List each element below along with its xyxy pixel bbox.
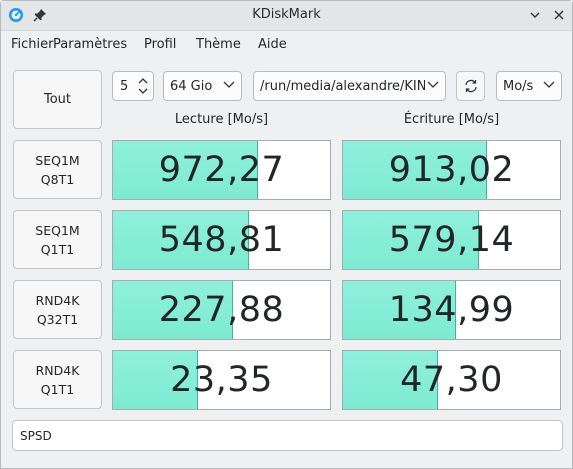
read-progress-fill bbox=[113, 141, 259, 199]
write-result-bar: 579,14 bbox=[342, 210, 561, 270]
size-select[interactable]: 64 Gio bbox=[163, 71, 242, 101]
chevron-down-icon bbox=[543, 81, 555, 88]
read-progress-fill bbox=[113, 351, 198, 409]
test-params: Q8T1 bbox=[40, 171, 75, 187]
write-result-value: 579,14 bbox=[388, 220, 515, 260]
menu-parametres[interactable]: Paramètres bbox=[53, 37, 128, 52]
write-column-header: Écriture [Mo/s] bbox=[403, 112, 500, 127]
menu-bar: Fichier Paramètres Profil Thème Aide bbox=[1, 31, 572, 59]
chevron-down-icon bbox=[223, 81, 235, 88]
target-path-value: /run/media/alexandre/KINGSTON bbox=[260, 79, 425, 94]
test-run-button[interactable]: SEQ1M Q8T1 bbox=[13, 140, 102, 199]
write-result-bar: 47,30 bbox=[342, 350, 561, 410]
run-all-button[interactable]: Tout bbox=[13, 70, 102, 129]
title-bar: KDiskMark bbox=[1, 1, 572, 31]
read-column-header: Lecture [Mo/s] bbox=[174, 112, 269, 127]
read-result-bar: 227,88 bbox=[112, 280, 331, 340]
chevron-down-icon bbox=[427, 81, 439, 88]
write-result-value: 913,02 bbox=[388, 150, 515, 190]
pin-icon[interactable] bbox=[32, 7, 48, 23]
chevron-down-icon[interactable] bbox=[526, 6, 544, 24]
read-result-bar: 972,27 bbox=[112, 140, 331, 200]
test-params: Q1T1 bbox=[40, 381, 75, 397]
read-result-value: 23,35 bbox=[170, 360, 273, 400]
write-result-value: 47,30 bbox=[400, 360, 503, 400]
write-progress-fill bbox=[343, 281, 456, 339]
menu-profil[interactable]: Profil bbox=[144, 37, 177, 52]
runs-spinbox[interactable]: 5 bbox=[112, 71, 154, 101]
write-progress-fill bbox=[343, 351, 439, 409]
menu-aide[interactable]: Aide bbox=[258, 37, 287, 52]
write-progress-fill bbox=[343, 211, 479, 269]
size-value: 64 Gio bbox=[170, 79, 213, 94]
spin-arrows-icon[interactable] bbox=[137, 75, 149, 97]
status-field[interactable]: SPSD bbox=[12, 420, 563, 451]
read-result-value: 548,81 bbox=[158, 220, 285, 260]
test-name: SEQ1M bbox=[35, 152, 80, 168]
read-progress-fill bbox=[113, 211, 249, 269]
test-name: RND4K bbox=[35, 362, 80, 378]
test-run-button[interactable]: SEQ1M Q1T1 bbox=[13, 210, 102, 269]
runs-value: 5 bbox=[120, 79, 129, 94]
test-run-button[interactable]: RND4K Q32T1 bbox=[13, 280, 102, 339]
write-result-value: 134,99 bbox=[388, 290, 515, 330]
read-result-value: 227,88 bbox=[158, 290, 285, 330]
test-name: SEQ1M bbox=[35, 222, 80, 238]
run-all-label: Tout bbox=[43, 92, 72, 107]
read-result-bar: 23,35 bbox=[112, 350, 331, 410]
write-result-bar: 913,02 bbox=[342, 140, 561, 200]
read-result-value: 972,27 bbox=[158, 150, 285, 190]
kdiskmark-app-icon bbox=[9, 8, 23, 22]
read-result-bar: 548,81 bbox=[112, 210, 331, 270]
menu-fichier[interactable]: Fichier bbox=[11, 37, 54, 52]
unit-value: Mo/s bbox=[503, 79, 534, 94]
write-progress-fill bbox=[343, 141, 488, 199]
refresh-button[interactable] bbox=[456, 71, 485, 101]
menu-theme[interactable]: Thème bbox=[196, 37, 241, 52]
target-path-select[interactable]: /run/media/alexandre/KINGSTON bbox=[253, 71, 446, 101]
test-name: RND4K bbox=[35, 292, 80, 308]
read-progress-fill bbox=[113, 281, 234, 339]
window-title: KDiskMark bbox=[252, 7, 321, 22]
test-run-button[interactable]: RND4K Q1T1 bbox=[13, 350, 102, 409]
status-text: SPSD bbox=[20, 429, 52, 443]
close-icon[interactable] bbox=[550, 6, 568, 24]
unit-select[interactable]: Mo/s bbox=[496, 71, 562, 101]
refresh-icon bbox=[465, 79, 477, 93]
test-params: Q32T1 bbox=[36, 311, 79, 327]
write-result-bar: 134,99 bbox=[342, 280, 561, 340]
test-params: Q1T1 bbox=[40, 241, 75, 257]
